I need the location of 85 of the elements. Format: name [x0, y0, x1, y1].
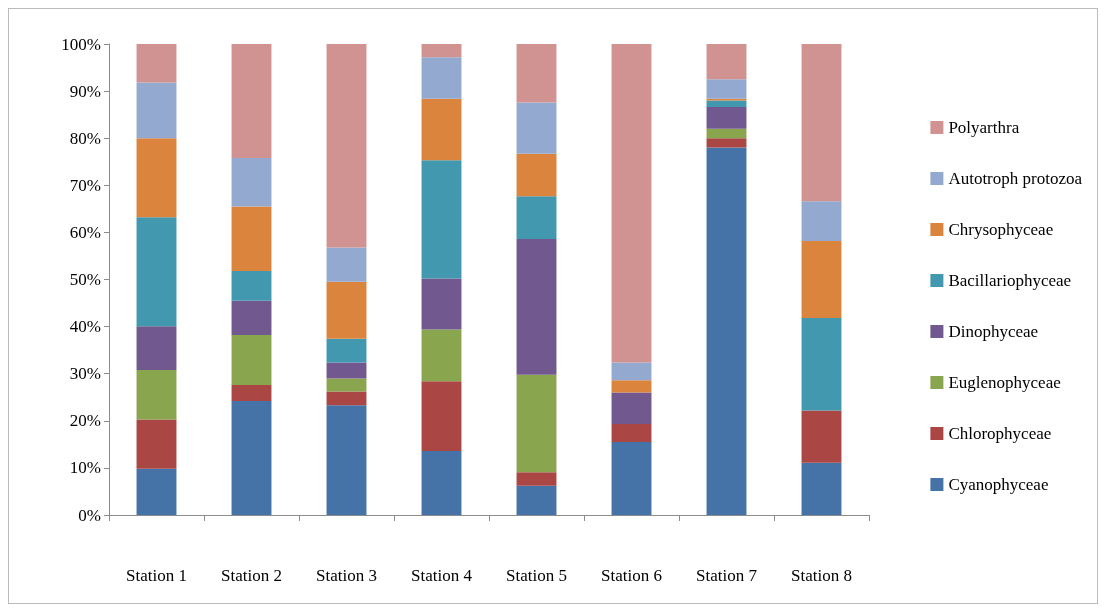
bar	[516, 196, 557, 239]
bar	[136, 468, 177, 515]
bar	[516, 102, 557, 154]
bar	[421, 329, 462, 382]
bar	[801, 410, 842, 463]
bar	[421, 278, 462, 330]
bar	[801, 318, 842, 411]
bar	[136, 326, 177, 370]
bar	[801, 44, 842, 202]
bar	[611, 362, 652, 381]
bar	[231, 385, 272, 402]
bar	[136, 419, 177, 469]
bar	[611, 380, 652, 393]
bar	[421, 98, 462, 161]
bar	[706, 44, 747, 80]
bar	[516, 238, 557, 375]
bar	[231, 300, 272, 336]
x-tick-label: Station 6	[601, 566, 662, 585]
y-tick-label: 80%	[69, 128, 101, 148]
y-tick-label: 40%	[69, 317, 101, 337]
legend-label: Dinophyceae	[948, 322, 1039, 341]
y-tick-label: 70%	[69, 175, 101, 195]
x-tick-label: Station 2	[221, 566, 282, 585]
legend-label: Polyarthra	[948, 118, 1020, 137]
bar	[611, 44, 652, 363]
y-tick-label: 60%	[69, 222, 101, 242]
bar	[326, 44, 367, 248]
bar	[231, 44, 272, 158]
bar	[231, 401, 272, 515]
bar	[706, 107, 747, 129]
y-tick-label: 90%	[69, 81, 101, 101]
bar	[611, 442, 652, 515]
y-tick-label: 20%	[69, 411, 101, 431]
legend-label: Bacillariophyceae	[948, 271, 1072, 290]
bar	[326, 281, 367, 339]
bar	[611, 392, 652, 425]
bar	[326, 378, 367, 392]
y-tick-label: 0%	[78, 505, 101, 525]
bar	[706, 79, 747, 99]
bar	[136, 82, 177, 139]
bar	[231, 335, 272, 385]
bar	[516, 44, 557, 103]
bar	[516, 485, 557, 515]
x-tick-label: Station 4	[411, 566, 473, 585]
bar	[231, 157, 272, 207]
bar	[706, 147, 747, 515]
bar	[801, 201, 842, 241]
bar	[611, 424, 652, 442]
bar	[706, 138, 747, 148]
bar	[326, 391, 367, 406]
x-tick-label: Station 7	[696, 566, 758, 585]
bar	[326, 405, 367, 515]
bar	[421, 381, 462, 451]
bar	[516, 472, 557, 486]
y-tick-label: 30%	[69, 364, 101, 384]
legend-label: Euglenophyceae	[948, 373, 1061, 392]
bar	[421, 44, 462, 58]
bar	[516, 374, 557, 473]
legend-label: Cyanophyceae	[948, 475, 1049, 494]
bar	[421, 57, 462, 99]
bar	[516, 153, 557, 197]
bar	[326, 362, 367, 379]
legend-label: Autotroph protozoa	[948, 169, 1083, 188]
y-tick-label: 10%	[69, 458, 101, 478]
bar	[136, 138, 177, 218]
bar	[136, 44, 177, 83]
legend-label: Chlorophyceae	[948, 424, 1052, 443]
x-tick-label: Station 8	[791, 566, 852, 585]
bar	[801, 240, 842, 319]
bar	[136, 369, 177, 420]
x-tick-label: Station 3	[316, 566, 377, 585]
bar	[706, 128, 747, 139]
bar	[231, 271, 272, 301]
x-tick-label: Station 1	[126, 566, 187, 585]
legend-label: Chrysophyceae	[948, 220, 1054, 239]
bar	[326, 338, 367, 363]
bar	[421, 450, 462, 515]
x-tick-label: Station 5	[506, 566, 567, 585]
y-tick-label: 50%	[69, 270, 101, 289]
bar	[421, 160, 462, 279]
bar	[136, 217, 177, 327]
y-tick-label: 100%	[61, 34, 101, 54]
bar	[326, 247, 367, 282]
bar	[231, 206, 272, 272]
bar	[801, 462, 842, 515]
